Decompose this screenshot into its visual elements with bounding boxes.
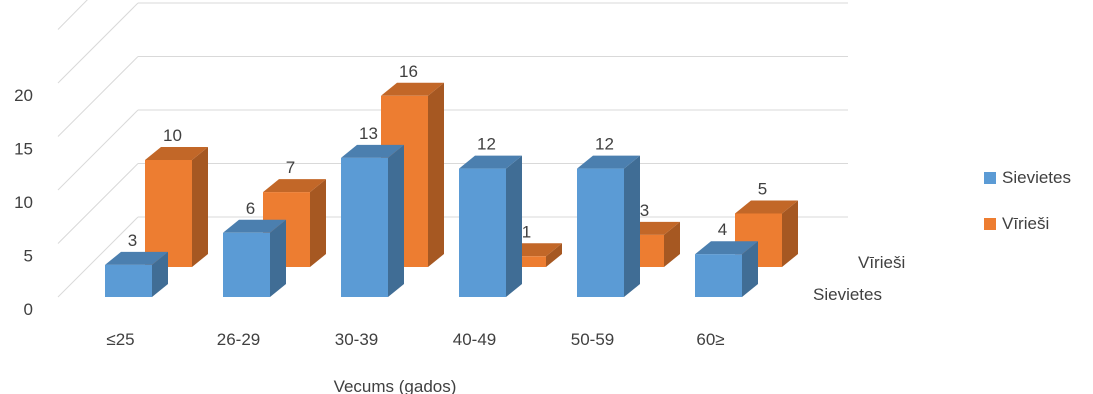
x-tick-label: 26-29: [217, 330, 260, 349]
x-tick-label: 30-39: [335, 330, 378, 349]
data-label: 5: [758, 180, 767, 199]
bar-sievietes-5-top: [695, 241, 758, 255]
bar-sievietes-3-side: [506, 155, 522, 297]
bar-virieši-1-top: [263, 179, 326, 193]
data-label: 13: [359, 124, 378, 143]
bar-sievietes-4-side: [624, 155, 640, 297]
bar-virieši-5-side: [782, 200, 798, 267]
bar-sievietes-0-side: [152, 251, 168, 297]
data-label: 7: [286, 158, 295, 177]
y-tick-label: 20: [14, 86, 33, 105]
bar-sievietes-2-top: [341, 144, 404, 158]
y-tick-label: 0: [24, 300, 33, 319]
gridline-side: [57, 216, 139, 298]
data-label: 6: [246, 199, 255, 218]
legend-swatch-sievietes: [984, 172, 996, 184]
data-label: 4: [718, 220, 727, 239]
legend-item-virieši: Vīrieši: [984, 211, 1071, 237]
bar-virieši-0-side: [192, 147, 208, 267]
bar-sievietes-4: [577, 168, 624, 297]
data-label: 12: [477, 135, 496, 154]
data-label: 12: [595, 135, 614, 154]
bar-sievietes-0: [105, 264, 152, 297]
bar-virieši-3: [499, 256, 546, 267]
bar-sievietes-2: [341, 157, 388, 297]
x-tick-label: ≤25: [106, 330, 134, 349]
gridline-side: [57, 163, 139, 244]
x-tick-label: 60≥: [696, 330, 724, 349]
gridline-side: [57, 56, 139, 137]
bar-sievietes-5: [695, 254, 742, 297]
bar-virieši-0: [145, 160, 192, 267]
bar-sievietes-1-top: [223, 219, 286, 233]
y-tick-label: 10: [14, 193, 33, 212]
bar-virieši-0-top: [145, 147, 208, 160]
gridline-side: [57, 2, 139, 84]
depth-label-sievietes: Sievietes: [813, 285, 882, 304]
legend-label-virieši: Vīrieši: [1002, 214, 1050, 233]
gridline-side: [57, 109, 139, 191]
bar-sievietes-5-side: [742, 241, 758, 297]
depth-label-virieši: Vīrieši: [858, 253, 905, 272]
bar-virieši-4-side: [664, 221, 680, 267]
legend: Sievietes Vīrieši: [984, 165, 1071, 257]
x-tick-label: 40-49: [453, 330, 496, 349]
legend-label-sievietes: Sievietes: [1002, 168, 1071, 187]
gridline-side: [57, 0, 88, 30]
data-label: 1: [522, 222, 531, 241]
bar-virieši-1-side: [310, 179, 326, 267]
x-axis-title: Vecums (gados): [334, 377, 457, 394]
bar-sievietes-1-side: [270, 219, 286, 297]
data-label: 3: [128, 231, 137, 250]
bar-virieši-3-side: [546, 243, 562, 267]
x-tick-label: 50-59: [571, 330, 614, 349]
y-tick-label: 15: [14, 140, 33, 159]
bar-virieši-5-top: [735, 200, 798, 214]
bar-sievietes-3: [459, 168, 506, 297]
legend-item-sievietes: Sievietes: [984, 165, 1071, 191]
bar-sievietes-3-top: [459, 155, 522, 169]
legend-swatch-virieši: [984, 218, 996, 230]
bar-virieši-2-top: [381, 82, 444, 96]
bar-sievietes-1: [223, 232, 270, 297]
data-label: 10: [163, 126, 182, 145]
bar-sievietes-4-top: [577, 155, 640, 169]
bar-virieši-2-side: [428, 82, 444, 267]
bar-sievietes-2-side: [388, 144, 404, 297]
bar-sievietes-0-top: [105, 251, 168, 265]
data-label: 3: [640, 201, 649, 220]
y-tick-label: 5: [24, 247, 33, 266]
data-label: 16: [399, 62, 418, 81]
